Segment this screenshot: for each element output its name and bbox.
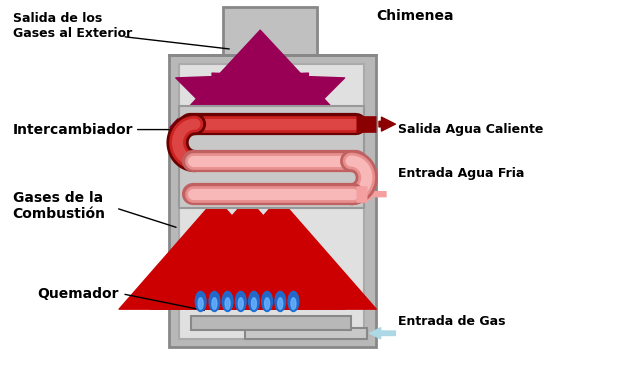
Ellipse shape (212, 298, 217, 310)
Bar (191, 316, 351, 330)
Text: Chimenea: Chimenea (376, 9, 454, 23)
Ellipse shape (265, 298, 270, 310)
Text: Entrada de Gas: Entrada de Gas (398, 315, 505, 328)
Ellipse shape (198, 298, 203, 310)
Ellipse shape (248, 291, 260, 311)
Text: Quemador: Quemador (38, 287, 119, 301)
Ellipse shape (195, 291, 206, 311)
Ellipse shape (235, 291, 246, 311)
Text: Gases de la
Combustión: Gases de la Combustión (13, 191, 105, 221)
Ellipse shape (291, 298, 296, 310)
Ellipse shape (222, 291, 233, 311)
Text: Entrada Agua Fria: Entrada Agua Fria (398, 167, 525, 180)
Bar (169, 55, 376, 347)
Bar (223, 7, 317, 55)
Ellipse shape (278, 298, 283, 310)
Ellipse shape (225, 298, 230, 310)
Ellipse shape (238, 298, 243, 310)
Ellipse shape (288, 291, 298, 311)
Bar (179, 106, 364, 208)
Ellipse shape (261, 291, 272, 311)
Text: Salida Agua Caliente: Salida Agua Caliente (398, 123, 544, 136)
Bar (179, 64, 364, 339)
Ellipse shape (251, 298, 256, 310)
Text: Salida de los
Gases al Exterior: Salida de los Gases al Exterior (13, 12, 132, 39)
Ellipse shape (275, 291, 285, 311)
Ellipse shape (209, 291, 219, 311)
Text: Intercambiador: Intercambiador (13, 123, 133, 137)
Bar (245, 328, 367, 339)
